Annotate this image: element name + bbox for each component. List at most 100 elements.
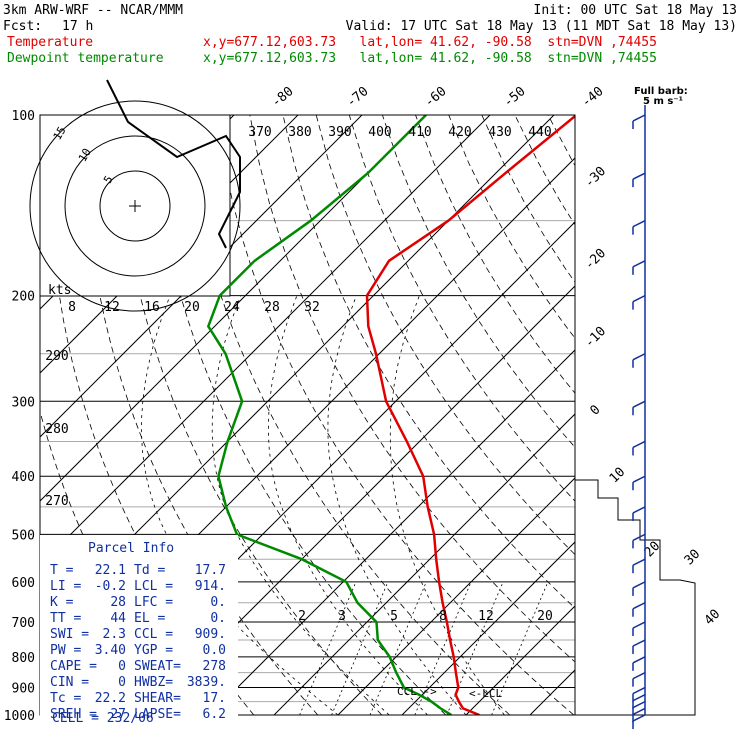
wind-barb bbox=[632, 114, 646, 122]
parcel-label: HWBZ= bbox=[134, 675, 173, 690]
theta-label: 440 bbox=[528, 125, 551, 140]
pressure-tick-label: 100 bbox=[12, 109, 35, 124]
hodo-units-label: kts bbox=[48, 283, 71, 298]
parcel-label: K = bbox=[50, 595, 74, 610]
hodo-speed-label: 12 bbox=[104, 300, 120, 315]
mixing-ratio-line bbox=[491, 581, 549, 715]
wind-barbs bbox=[632, 105, 646, 729]
pressure-tick-label: 500 bbox=[12, 528, 35, 543]
mixing-ratio-line bbox=[331, 581, 389, 715]
pressure-tick-label: 600 bbox=[12, 576, 35, 591]
dry-adiabat bbox=[714, 115, 740, 715]
wind-barb bbox=[632, 656, 646, 664]
mixing-ratio-line bbox=[446, 581, 504, 715]
mixing-ratio-line bbox=[299, 581, 357, 715]
parcel-value: 3.40 bbox=[95, 643, 126, 658]
theta-left-label: 290 bbox=[45, 349, 68, 364]
isotherm-top-label: -60 bbox=[422, 84, 450, 111]
temperature-legend: Temperature bbox=[7, 35, 93, 50]
parcel-label: Td = bbox=[134, 563, 165, 578]
pressure-tick-label: 1000 bbox=[4, 709, 35, 724]
isotherm-line bbox=[145, 285, 575, 715]
wind-barb bbox=[632, 533, 646, 542]
theta-label: 430 bbox=[488, 125, 511, 140]
theta-left-label: 270 bbox=[45, 494, 68, 509]
wind-barb bbox=[632, 639, 646, 647]
isotherm-top-label: -80 bbox=[269, 84, 297, 111]
mixing-ratio-line bbox=[369, 581, 427, 715]
parcel-label: YGP = bbox=[134, 643, 173, 658]
parcel-value: 17. bbox=[203, 691, 226, 706]
valid-time: Valid: 17 UTC Sat 18 May 13 (11 MDT Sat … bbox=[346, 19, 737, 34]
wind-barb bbox=[632, 671, 646, 680]
isotherm-line bbox=[209, 349, 575, 715]
hodograph-ring-label: 10 bbox=[76, 146, 94, 164]
parcel-value: 22.2 bbox=[95, 691, 126, 706]
hodograph-ring bbox=[99, 170, 171, 242]
isotherm-right-label: 30 bbox=[682, 547, 704, 569]
wind-barb bbox=[632, 707, 646, 716]
barb-legend-title: Full barb: bbox=[634, 86, 688, 97]
mixing-ratio-label: 3 bbox=[338, 609, 346, 624]
isotherm-top-label: -50 bbox=[501, 84, 529, 111]
dry-adiabat bbox=[481, 115, 575, 283]
theta-left-label: 280 bbox=[45, 422, 68, 437]
pressure-tick-label: 900 bbox=[12, 682, 35, 697]
wind-barb bbox=[632, 581, 646, 589]
pressure-tick-label: 400 bbox=[12, 470, 35, 485]
isotherm-right-label: -20 bbox=[582, 246, 609, 273]
dry-adiabat bbox=[282, 115, 575, 609]
isotherm-line bbox=[594, 115, 740, 715]
dry-adiabat bbox=[117, 115, 383, 715]
hodograph-ring bbox=[64, 135, 206, 277]
hodo-speed-label: 16 bbox=[144, 300, 160, 315]
parcel-value: 0. bbox=[210, 595, 226, 610]
wind-barb bbox=[632, 694, 646, 702]
isotherm-line bbox=[401, 541, 575, 715]
parcel-value: -0.2 bbox=[95, 579, 126, 594]
wind-barb bbox=[632, 621, 646, 629]
lower-right-frame bbox=[575, 479, 696, 716]
isotherm-line bbox=[40, 115, 427, 502]
theta-label: 400 bbox=[368, 125, 391, 140]
dry-adiabat bbox=[348, 115, 575, 502]
hodo-speed-label: 20 bbox=[184, 300, 200, 315]
temperature-trace bbox=[365, 115, 575, 715]
dewpoint-location: x,y=677.12,603.73 lat,lon= 41.62, -90.58… bbox=[203, 51, 657, 66]
isotherm-line bbox=[40, 115, 491, 566]
wind-barb bbox=[632, 714, 646, 722]
parcel-value: 17.7 bbox=[195, 563, 226, 578]
ccl-marker: CCL -> bbox=[397, 685, 437, 698]
parcel-value: 22.1 bbox=[95, 563, 126, 578]
hodo-speed-label: 8 bbox=[68, 300, 76, 315]
moist-adiabat bbox=[327, 295, 467, 715]
dry-adiabat bbox=[514, 115, 575, 226]
parcel-value: 3839. bbox=[187, 675, 226, 690]
parcel-value: 44 bbox=[110, 611, 126, 626]
hodograph-ring-label: 15 bbox=[51, 124, 69, 142]
parcel-label: SWEAT= bbox=[134, 659, 181, 674]
pressure-tick-label: 200 bbox=[12, 290, 35, 305]
theta-label: 370 bbox=[248, 125, 271, 140]
theta-label: 380 bbox=[288, 125, 311, 140]
cell-motion: CELL = 232/06 bbox=[52, 711, 154, 726]
mixing-ratio-label: 20 bbox=[537, 609, 553, 624]
init-time: Init: 00 UTC Sat 18 May 13 bbox=[534, 3, 738, 18]
parcel-label: T = bbox=[50, 563, 74, 578]
hodograph-ring bbox=[29, 100, 241, 312]
parcel-label: LCL = bbox=[134, 579, 173, 594]
theta-label: 390 bbox=[328, 125, 351, 140]
mixing-ratio-label: 2 bbox=[298, 609, 306, 624]
wind-barb bbox=[632, 219, 646, 228]
dewpoint-trace bbox=[206, 115, 452, 715]
temperature-location: x,y=677.12,603.73 lat,lon= 41.62, -90.58… bbox=[203, 35, 657, 50]
barb-legend-units: 5 m s⁻¹ bbox=[643, 96, 683, 107]
pressure-tick-label: 700 bbox=[12, 616, 35, 631]
wind-barb bbox=[632, 353, 646, 361]
isotherm-line bbox=[40, 115, 363, 438]
isotherm-line bbox=[273, 413, 575, 715]
parcel-value: 0. bbox=[210, 611, 226, 626]
parcel-label: SHEAR= bbox=[134, 691, 181, 706]
parcel-value: 278 bbox=[203, 659, 226, 674]
